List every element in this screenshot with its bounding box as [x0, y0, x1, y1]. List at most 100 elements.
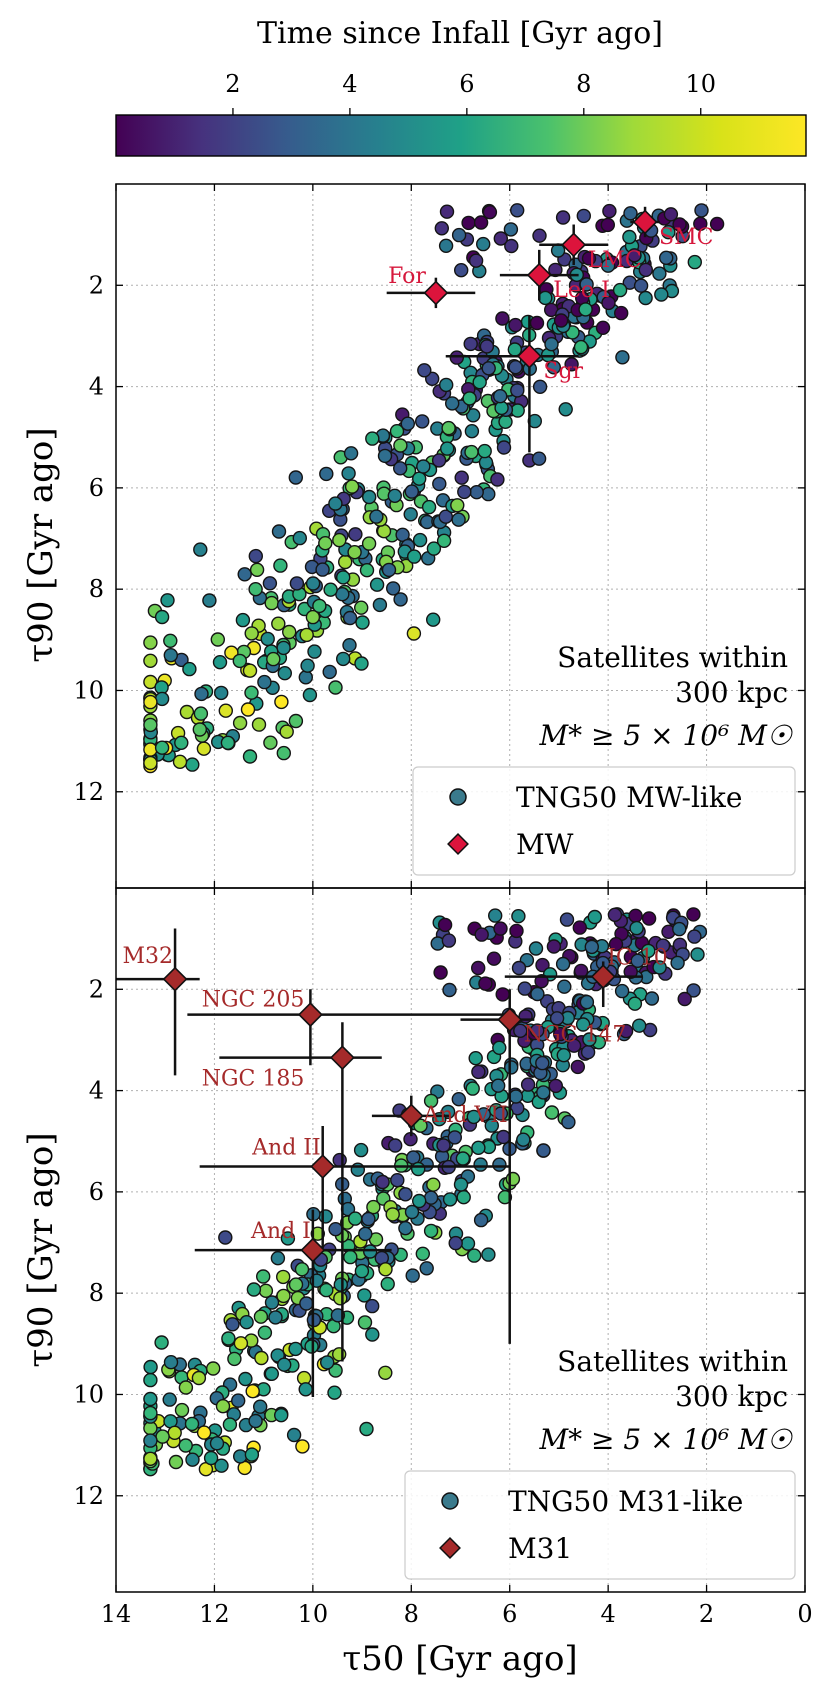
m31-sim-point — [511, 909, 526, 924]
mw-sim-point — [393, 438, 408, 453]
mw-sim-point — [279, 724, 294, 739]
mw-sim-point — [271, 616, 286, 631]
mw-sim-point — [143, 742, 158, 757]
m31-y-axis-label: τ90 [Gyr ago] — [21, 1132, 61, 1367]
m31-sim-point — [178, 1438, 193, 1453]
m31-sim-point — [690, 947, 705, 962]
m31-sim-point — [423, 1093, 439, 1109]
m31-sim-point — [155, 1429, 170, 1444]
m31-sim-point — [517, 981, 532, 996]
m31-sim-point — [248, 1413, 263, 1429]
mw-sim-point — [192, 722, 208, 737]
m31-sim-point — [687, 929, 702, 944]
mw-sim-point — [163, 648, 179, 663]
mw-sim-point — [466, 408, 481, 423]
m31-satellite-label: And VII — [422, 1103, 507, 1128]
m31-sim-point — [415, 1246, 430, 1262]
m31-sim-point — [357, 1288, 372, 1303]
mw-sim-point — [242, 663, 258, 678]
m31-sim-point — [508, 1089, 524, 1104]
mw-sim-point — [315, 562, 330, 577]
mw-sim-point — [248, 548, 264, 564]
m31-sim-point — [295, 1439, 310, 1454]
mw-sim-point — [615, 350, 630, 365]
m31-sim-point — [205, 1361, 221, 1376]
m31-sim-point — [143, 1433, 158, 1448]
mw-sim-point — [503, 222, 519, 237]
mw-sim-point — [232, 715, 248, 731]
mw-sim-point — [288, 713, 304, 729]
mw-sim-point — [661, 224, 676, 240]
mw-sim-point — [622, 229, 637, 245]
m31-sim-point — [294, 1262, 310, 1277]
mw-sim-point — [481, 361, 496, 376]
mw-sim-point — [623, 206, 638, 221]
mw-sim-point — [372, 597, 388, 613]
m31-satellite-label: NGC 147 — [524, 1023, 627, 1048]
mw-sim-point — [672, 217, 687, 232]
mw-observed-marker — [561, 232, 587, 258]
m31-sim-point — [655, 938, 671, 953]
m31-sim-point — [398, 1187, 413, 1202]
m31-sim-point — [333, 1291, 348, 1306]
m31-x-tick-label: 14 — [101, 1600, 132, 1628]
m31-x-tick-label: 8 — [404, 1600, 419, 1628]
m31-sim-point — [528, 941, 544, 956]
mw-sim-point — [439, 377, 454, 393]
m31-sim-point — [520, 1077, 536, 1092]
m31-sim-point — [511, 960, 527, 976]
mw-sim-point — [298, 670, 313, 685]
m31-sim-point — [630, 953, 645, 968]
m31-sim-point — [468, 1050, 483, 1066]
m31-sim-point — [185, 1452, 200, 1467]
mw-sim-point — [490, 472, 505, 487]
m31-sim-point — [143, 1391, 158, 1407]
mw-sim-point — [220, 735, 236, 750]
m31-sim-point — [423, 1223, 439, 1239]
mw-sim-point — [154, 691, 170, 707]
m31-sim-point — [398, 1220, 413, 1236]
mw-sim-point — [348, 527, 363, 542]
m31-sim-point — [453, 1177, 469, 1192]
m31-sim-point — [447, 1130, 462, 1145]
m31-sim-point — [388, 1138, 403, 1153]
mw-satellite-label: Sgr — [543, 359, 583, 384]
m31-x-tick-label: 6 — [502, 1600, 517, 1628]
m31-sim-point — [496, 1129, 511, 1145]
m31-sim-point — [350, 1162, 365, 1177]
mw-sim-point — [202, 593, 217, 608]
m31-sim-point — [513, 1023, 528, 1039]
mw-sim-point — [627, 248, 642, 263]
m31-y-tick-label: 2 — [89, 975, 104, 1003]
m31-sim-point — [686, 907, 701, 922]
m31-sim-point — [442, 1192, 458, 1207]
mw-sim-point — [473, 215, 489, 230]
m31-sim-point — [167, 1425, 182, 1441]
m31-sim-point — [575, 1017, 591, 1032]
m31-legend-frame — [404, 1470, 796, 1580]
m31-sim-point — [218, 1230, 233, 1245]
mw-sim-point — [532, 379, 548, 394]
m31-sim-point — [286, 1427, 302, 1443]
m31-sim-point — [491, 1078, 506, 1093]
m31-observed-satellites: M32 IC 10 NGC 205 NGC 147 NGC 185 And VII And … — [116, 928, 668, 1398]
mw-satellite-label: Leo I — [553, 278, 610, 303]
m31-legend-sim-label: TNG50 M31-like — [508, 1485, 743, 1518]
mw-sim-point — [555, 210, 571, 225]
m31-sim-point — [460, 1236, 476, 1251]
mw-sim-point — [412, 471, 427, 486]
m31-sim-point — [471, 1140, 486, 1156]
m31-y-tick-label: 4 — [89, 1077, 104, 1105]
m31-sim-point — [556, 1047, 571, 1063]
m31-sim-point — [343, 1249, 358, 1265]
m31-x-tick-label: 4 — [601, 1600, 616, 1628]
mw-sim-point — [193, 542, 208, 557]
m31-sim-point — [327, 1385, 342, 1400]
mw-sim-point — [292, 530, 307, 546]
mw-sim-point — [546, 360, 561, 375]
mw-sim-point — [354, 656, 369, 671]
m31-sim-point — [361, 1211, 376, 1227]
m31-sim-point — [366, 1199, 381, 1215]
mw-sim-point — [237, 567, 252, 582]
m31-sim-point — [257, 1325, 273, 1340]
